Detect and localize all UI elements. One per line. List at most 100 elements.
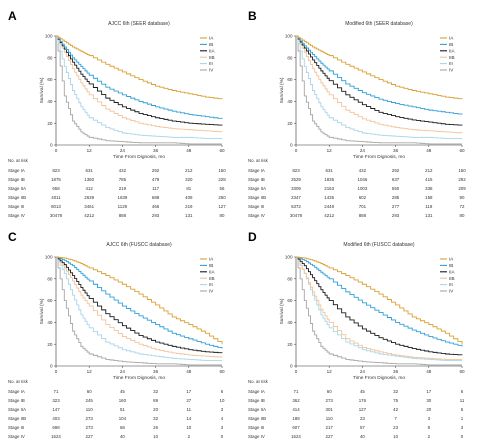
x-axis-label: Time From Dignosis, mo (113, 375, 165, 381)
legend-label-ia: IA (449, 257, 454, 262)
risk-row-label: Stage IIB (8, 195, 26, 200)
x-tick-label: 36 (393, 148, 399, 153)
risk-table-header: No. at risk (8, 158, 29, 163)
risk-cell: 323 (52, 398, 60, 403)
risk-cell: 17 (426, 389, 431, 394)
legend-label-ib: IB (209, 42, 213, 47)
risk-cell: 250 (218, 195, 226, 200)
risk-cell: 68 (120, 425, 125, 430)
x-tick-label: 24 (360, 148, 366, 153)
risk-row-label: Stage IV (248, 434, 265, 439)
x-tick-label: 12 (327, 148, 333, 153)
legend-label-ia: IA (449, 36, 454, 41)
risk-cell: 631 (86, 168, 94, 173)
x-tick-label: 24 (360, 369, 366, 374)
x-tick-label: 0 (55, 148, 58, 153)
risk-cell: 42 (393, 407, 398, 412)
risk-cell: 127 (359, 407, 367, 412)
risk-cell: 150 (458, 168, 466, 173)
y-tick-label: 40 (287, 320, 293, 325)
risk-cell: 51 (120, 407, 125, 412)
risk-row-label: Stage IV (8, 434, 25, 439)
risk-cell: 3309 (291, 186, 301, 191)
legend-label-iib: IIB (209, 276, 215, 281)
panel-letter: C (8, 230, 17, 244)
series-line-iia (296, 35, 463, 126)
y-tick-label: 0 (50, 364, 53, 369)
risk-cell: 479 (152, 177, 160, 182)
risk-cell: 40 (360, 434, 365, 439)
risk-cell: 1 (461, 416, 464, 421)
risk-cell: 30478 (290, 213, 303, 218)
risk-cell: 147 (52, 407, 60, 412)
risk-row-label: Stage III (248, 425, 264, 430)
risk-cell: 3 (461, 425, 464, 430)
risk-cell: 219 (185, 204, 193, 209)
risk-row-label: Stage III (8, 204, 24, 209)
risk-row-label: Stage IIB (248, 416, 266, 421)
risk-cell: 188 (292, 416, 300, 421)
panel-a: A AJCC 6th (SEER database) 0 20 40 60 80 100 0 12… (0, 0, 240, 221)
legend-label-ib: IB (449, 263, 453, 268)
series-line-iib (296, 256, 462, 360)
risk-cell: 277 (392, 204, 400, 209)
x-tick-label: 48 (426, 148, 432, 153)
risk-row-label: Stage IB (8, 177, 25, 182)
risk-cell: 293 (392, 213, 400, 218)
risk-cell: 4212 (324, 213, 334, 218)
y-tick-label: 60 (287, 77, 293, 82)
series-line-ib (56, 35, 223, 119)
risk-cell: 72 (460, 204, 465, 209)
risk-cell: 823 (52, 168, 60, 173)
risk-row-label: Stage IV (8, 213, 25, 218)
risk-cell: 698 (52, 425, 60, 430)
series-line-iii (56, 35, 222, 139)
series-line-iib (56, 35, 223, 133)
risk-cell: 9 (428, 425, 431, 430)
risk-cell: 118 (425, 204, 433, 209)
risk-row-label: Stage IIA (248, 186, 266, 191)
risk-cell: 4212 (84, 213, 94, 218)
y-tick-label: 40 (47, 99, 53, 104)
panel-letter: D (248, 230, 257, 244)
y-tick-label: 100 (285, 255, 293, 260)
risk-row-label: Stage IIA (8, 186, 26, 191)
risk-cell: 3 (428, 416, 431, 421)
risk-cell: 273 (86, 416, 94, 421)
series-line-ia (56, 35, 223, 100)
risk-cell: 0 (221, 434, 224, 439)
risk-cell: 11 (460, 398, 465, 403)
legend-label-ib: IB (209, 263, 213, 268)
risk-cell: 80 (460, 213, 465, 218)
risk-row-label: Stage IA (248, 389, 265, 394)
series-line-iii (296, 35, 462, 139)
series-line-iv (296, 35, 462, 145)
risk-cell: 1835 (324, 177, 334, 182)
risk-cell: 209 (458, 186, 466, 191)
risk-cell: 285 (392, 195, 400, 200)
risk-cell: 785 (119, 177, 127, 182)
risk-cell: 131 (425, 213, 433, 218)
legend-label-iii: III (449, 61, 453, 66)
risk-cell: 245 (86, 398, 94, 403)
panel-letter: B (248, 9, 257, 23)
risk-cell: 10 (186, 425, 191, 430)
risk-cell: 17 (186, 389, 191, 394)
risk-cell: 1875 (51, 177, 61, 182)
risk-cell: 2449 (324, 204, 334, 209)
risk-cell: 550 (392, 186, 400, 191)
risk-cell: 32 (393, 389, 398, 394)
risk-cell: 432 (359, 168, 367, 173)
risk-cell: 80 (220, 213, 225, 218)
risk-cell: 81 (186, 186, 191, 191)
risk-cell: 27 (186, 398, 191, 403)
risk-cell: 227 (326, 434, 334, 439)
risk-cell: 32 (153, 389, 158, 394)
legend-label-iia: IIA (449, 269, 456, 274)
x-tick-label: 60 (459, 369, 465, 374)
risk-cell: 219 (119, 186, 127, 191)
risk-cell: 2 (428, 434, 431, 439)
x-tick-label: 36 (153, 148, 159, 153)
risk-cell: 432 (119, 168, 127, 173)
risk-cell: 292 (152, 168, 160, 173)
